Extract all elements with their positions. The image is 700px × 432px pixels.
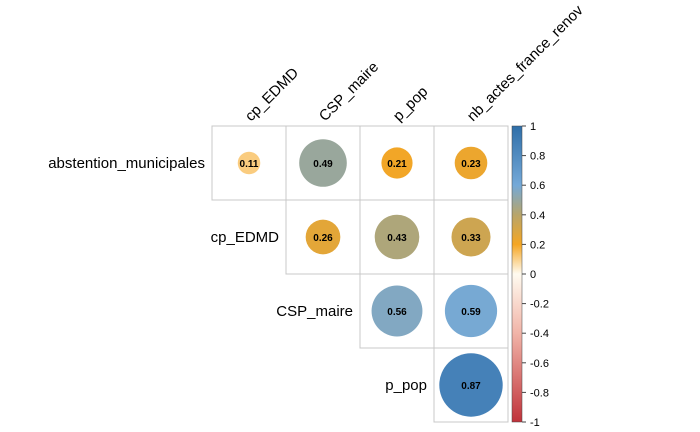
row-label: CSP_maire xyxy=(276,303,353,320)
matrix-values: 0.11 0.49 0.21 0.23 0.26 0.43 0.33 0.56 0.59 0.87 xyxy=(240,159,482,392)
correlation-value: 0.26 xyxy=(313,233,333,244)
colorbar-tick-label: 0.4 xyxy=(530,210,545,222)
correlation-value: 0.11 xyxy=(240,159,259,170)
colorbar-tick-label: -0.8 xyxy=(530,387,549,399)
correlation-value: 0.43 xyxy=(387,233,407,244)
correlation-circle xyxy=(371,285,423,337)
correlation-circle xyxy=(374,214,420,260)
correlation-circle xyxy=(451,217,491,257)
column-labels: cp_EDMD CSP_maire p_pop nb_actes_france_ren… xyxy=(242,2,587,125)
colorbar-tick-label: 0.2 xyxy=(530,239,545,251)
colorbar-tick-label: -0.2 xyxy=(530,299,549,311)
correlation-circle xyxy=(305,219,341,255)
row-label: abstention_municipales xyxy=(48,155,205,172)
correlation-circle xyxy=(299,139,347,187)
column-label: cp_EDMD xyxy=(242,64,302,124)
matrix-grid xyxy=(211,125,509,423)
column-label: CSP_maire xyxy=(316,59,382,125)
column-label: p_pop xyxy=(390,83,432,125)
colorbar-tick-label: 1 xyxy=(530,121,536,133)
colorbar-tick-label: -0.6 xyxy=(530,358,549,370)
correlation-circle xyxy=(439,353,503,417)
colorbar-tick-label: 0.6 xyxy=(530,180,545,192)
colorbar-tick-label: -0.4 xyxy=(530,328,549,340)
row-label: cp_EDMD xyxy=(211,229,280,246)
correlation-circle xyxy=(237,151,261,175)
colorbar-tick-label: -1 xyxy=(530,417,540,429)
row-labels: abstention_municipales cp_EDMD CSP_maire p_… xyxy=(48,155,427,394)
colorbar xyxy=(511,125,523,423)
correlation-value: 0.49 xyxy=(313,159,333,170)
correlation-value: 0.23 xyxy=(461,159,481,170)
correlation-value: 0.21 xyxy=(387,159,407,170)
correlation-value: 0.87 xyxy=(461,381,481,392)
correlation-circle xyxy=(444,284,498,338)
colorbar-tick-label: 0 xyxy=(530,269,536,281)
correlation-value: 0.59 xyxy=(461,307,481,318)
colorbar-gradient xyxy=(511,125,523,423)
correlation-value: 0.33 xyxy=(461,233,481,244)
row-label: p_pop xyxy=(385,377,427,394)
colorbar-ticks: 1 0.8 0.6 0.4 0.2 0 -0.2 -0.4 -0.6 -0.8 -1 xyxy=(522,121,549,429)
colorbar-tick-label: 0.8 xyxy=(530,151,545,163)
matrix-circles xyxy=(237,139,503,417)
correlation-circle xyxy=(381,147,413,179)
correlation-circle xyxy=(454,146,488,180)
column-label: nb_actes_france_renov xyxy=(464,2,587,125)
correlation-value: 0.56 xyxy=(387,307,407,318)
